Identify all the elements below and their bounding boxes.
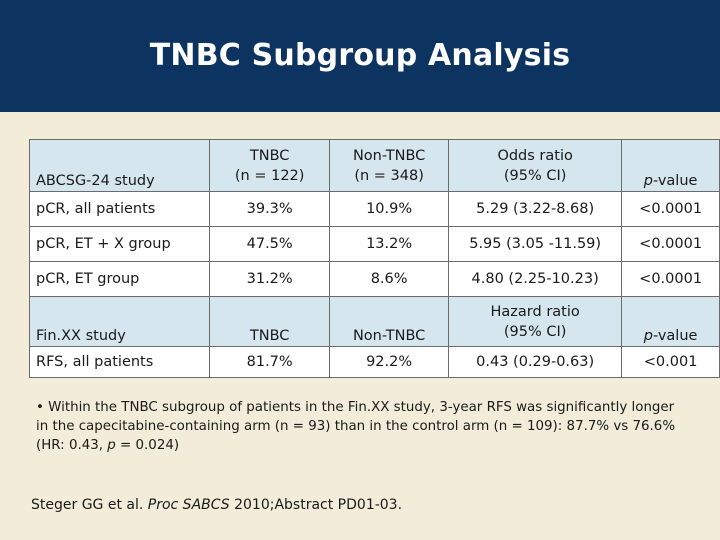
cell-tnbc: 39.3% [209,191,331,227]
cell-tnbc: 81.7% [209,346,331,378]
table-row: RFS, all patients 81.7% 92.2% 0.43 (0.29… [28,346,720,378]
title-banner [0,0,720,112]
header-nontnbc-label: Non-TNBC [352,147,426,164]
cell-nontnbc: 92.2% [329,346,450,378]
cell-tnbc: 47.5% [209,226,331,262]
header-hazard-ratio-ci: (95% CI) [503,323,567,340]
cell-nontnbc: 13.2% [329,226,450,262]
citation-rest: 2010;Abstract PD01-03. [229,497,403,513]
summary-note: • Within the TNBC subgroup of patients i… [36,398,676,455]
row-label: pCR, ET + X group [28,226,211,262]
row-label: pCR, ET group [28,261,211,297]
header-pvalue-rest: -value [653,173,698,189]
header-pvalue-p: p [643,173,653,189]
note-text-end: = 0.024) [115,438,180,453]
header-tnbc-n: (n = 122) [234,167,305,184]
citation-authors: Steger GG et al. [31,497,148,513]
header-pvalue: p-value [621,139,720,192]
row-label: pCR, all patients [28,191,211,227]
cell-pvalue: <0.001 [621,346,720,378]
cell-pvalue: <0.0001 [621,226,720,262]
citation: Steger GG et al. Proc SABCS 2010;Abstrac… [31,497,402,513]
header-nontnbc: Non-TNBC [329,296,450,347]
cell-ratio: 0.43 (0.29-0.63) [448,346,623,378]
header-study: ABCSG-24 study [28,139,211,192]
citation-journal: Proc SABCS [147,497,230,513]
header-nontnbc-n: (n = 348) [354,167,424,184]
header-study: Fin.XX study [28,296,211,347]
bullet-icon: • [36,400,44,415]
table-row: pCR, ET + X group 47.5% 13.2% 5.95 (3.05… [28,226,720,262]
header-hazard-ratio: Hazard ratio (95% CI) [448,296,623,347]
slide-title: TNBC Subgroup Analysis [149,38,571,73]
header-odds-ratio-label: Odds ratio [497,147,573,164]
header-nontnbc: Non-TNBC (n = 348) [329,139,450,192]
header-tnbc: TNBC (n = 122) [209,139,331,192]
header-odds-ratio-ci: (95% CI) [503,167,567,184]
cell-pvalue: <0.0001 [621,261,720,297]
note-p-symbol: p [107,438,116,453]
header-pvalue-rest: -value [653,328,698,344]
cell-nontnbc: 10.9% [329,191,450,227]
header-tnbc: TNBC [209,296,331,347]
cell-ratio: 5.95 (3.05 -11.59) [448,226,623,262]
header-odds-ratio: Odds ratio (95% CI) [448,139,623,192]
table-row: pCR, all patients 39.3% 10.9% 5.29 (3.22… [28,191,720,227]
cell-ratio: 5.29 (3.22-8.68) [448,191,623,227]
header-pvalue-p: p [643,328,653,344]
cell-nontnbc: 8.6% [329,261,450,297]
table-row: pCR, ET group 31.2% 8.6% 4.80 (2.25-10.2… [28,261,720,297]
note-text: Within the TNBC subgroup of patients in … [36,400,676,453]
cell-tnbc: 31.2% [209,261,331,297]
cell-pvalue: <0.0001 [621,191,720,227]
header-pvalue: p-value [621,296,720,347]
header-tnbc-label: TNBC [249,147,290,164]
table-header-finxx: Fin.XX study TNBC Non-TNBC Hazard ratio … [28,296,720,347]
cell-ratio: 4.80 (2.25-10.23) [448,261,623,297]
row-label: RFS, all patients [28,346,211,378]
results-table: ABCSG-24 study TNBC (n = 122) Non-TNBC (… [28,139,720,378]
table-header-abcsg: ABCSG-24 study TNBC (n = 122) Non-TNBC (… [28,139,720,192]
header-hazard-ratio-label: Hazard ratio [490,303,580,320]
